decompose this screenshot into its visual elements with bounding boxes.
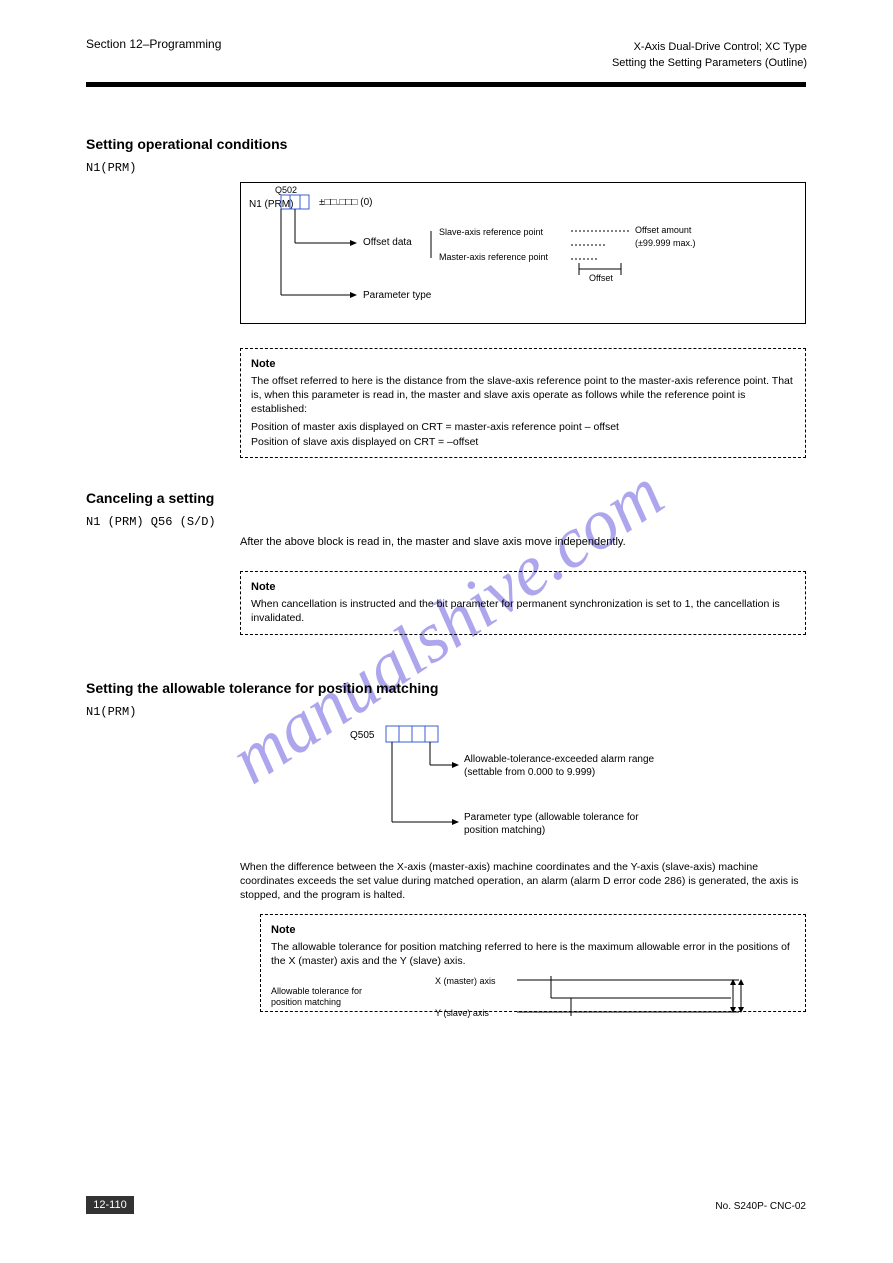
svg-text:Y (slave) axis: Y (slave) axis [435,1008,489,1018]
diagram-box-1: N1 (PRM) Q502 ±□□.□□□ (0) Offset data Sl… [240,182,806,324]
diagram-1-svg: N1 (PRM) Q502 ±□□.□□□ (0) Offset data Sl… [241,183,807,325]
header-section-label: Section 12–Programming [86,36,221,52]
svg-text:(±99.999 max.): (±99.999 max.) [635,238,695,248]
sec2-desc: After the above block is read in, the ma… [240,535,806,550]
svg-text:Master-axis reference point: Master-axis reference point [439,252,549,262]
note3-title: Note [271,923,795,938]
sec3-desc: When the difference between the X-axis (… [240,860,806,903]
note1-title: Note [251,357,795,372]
svg-text:Parameter type (allowable tole: Parameter type (allowable tolerance for [464,812,639,823]
svg-text:Allowable tolerance for: Allowable tolerance for [271,986,362,996]
header-right-sub: Setting the Setting Parameters (Outline) [612,56,807,71]
note3-l1: The allowable tolerance for position mat… [271,940,795,968]
note1-l1: The offset referred to here is the dista… [251,374,795,417]
note-box-1: Note The offset referred to here is the … [240,348,806,458]
sec1-title: Setting operational conditions [86,135,287,154]
header-right-top: X-Axis Dual-Drive Control; XC Type [634,40,807,55]
svg-text:Offset data: Offset data [363,237,412,248]
diagram-2-svg: Q505 Allowable-tolerance-exceeded alarm … [350,722,710,852]
page-root: manualshive.com Section 12–Programming X… [0,0,893,1263]
svg-text:Allowable-tolerance-exceeded a: Allowable-tolerance-exceeded alarm range [464,754,655,765]
svg-text:position matching: position matching [271,997,341,1007]
header-rule [86,82,806,87]
svg-text:N1 (PRM): N1 (PRM) [249,199,293,210]
svg-text:Q502: Q502 [275,185,297,195]
note-box-2: Note When cancellation is instructed and… [240,571,806,635]
note2-title: Note [251,580,795,595]
svg-text:Offset amount: Offset amount [635,225,692,235]
note1-l2: Position of master axis displayed on CRT… [251,420,795,434]
svg-text:±□□.□□□ (0): ±□□.□□□ (0) [319,197,372,208]
sec3-title: Setting the allowable tolerance for posi… [86,679,438,698]
svg-text:(settable from 0.000 to 9.999): (settable from 0.000 to 9.999) [464,767,595,778]
note2-body: When cancellation is instructed and the … [251,597,795,625]
note3-svg: X (master) axis Y (slave) axis Allowable… [271,974,791,1020]
svg-text:position matching): position matching) [464,825,545,836]
sec3-command: N1(PRM) [86,704,136,720]
svg-text:Slave-axis reference point: Slave-axis reference point [439,227,544,237]
svg-text:Parameter type: Parameter type [363,290,432,301]
sec1-command: N1(PRM) [86,160,136,176]
sec2-command: N1 (PRM) Q56 (S/D) [86,514,216,530]
svg-text:Offset: Offset [589,273,613,283]
note-box-3: Note The allowable tolerance for positio… [260,914,806,1012]
svg-text:Q505: Q505 [350,730,375,741]
svg-text:X (master) axis: X (master) axis [435,976,496,986]
footer-right: No. S240P- CNC-02 [86,1200,806,1214]
sec2-title: Canceling a setting [86,489,214,508]
note1-l3: Position of slave axis displayed on CRT … [251,435,795,449]
